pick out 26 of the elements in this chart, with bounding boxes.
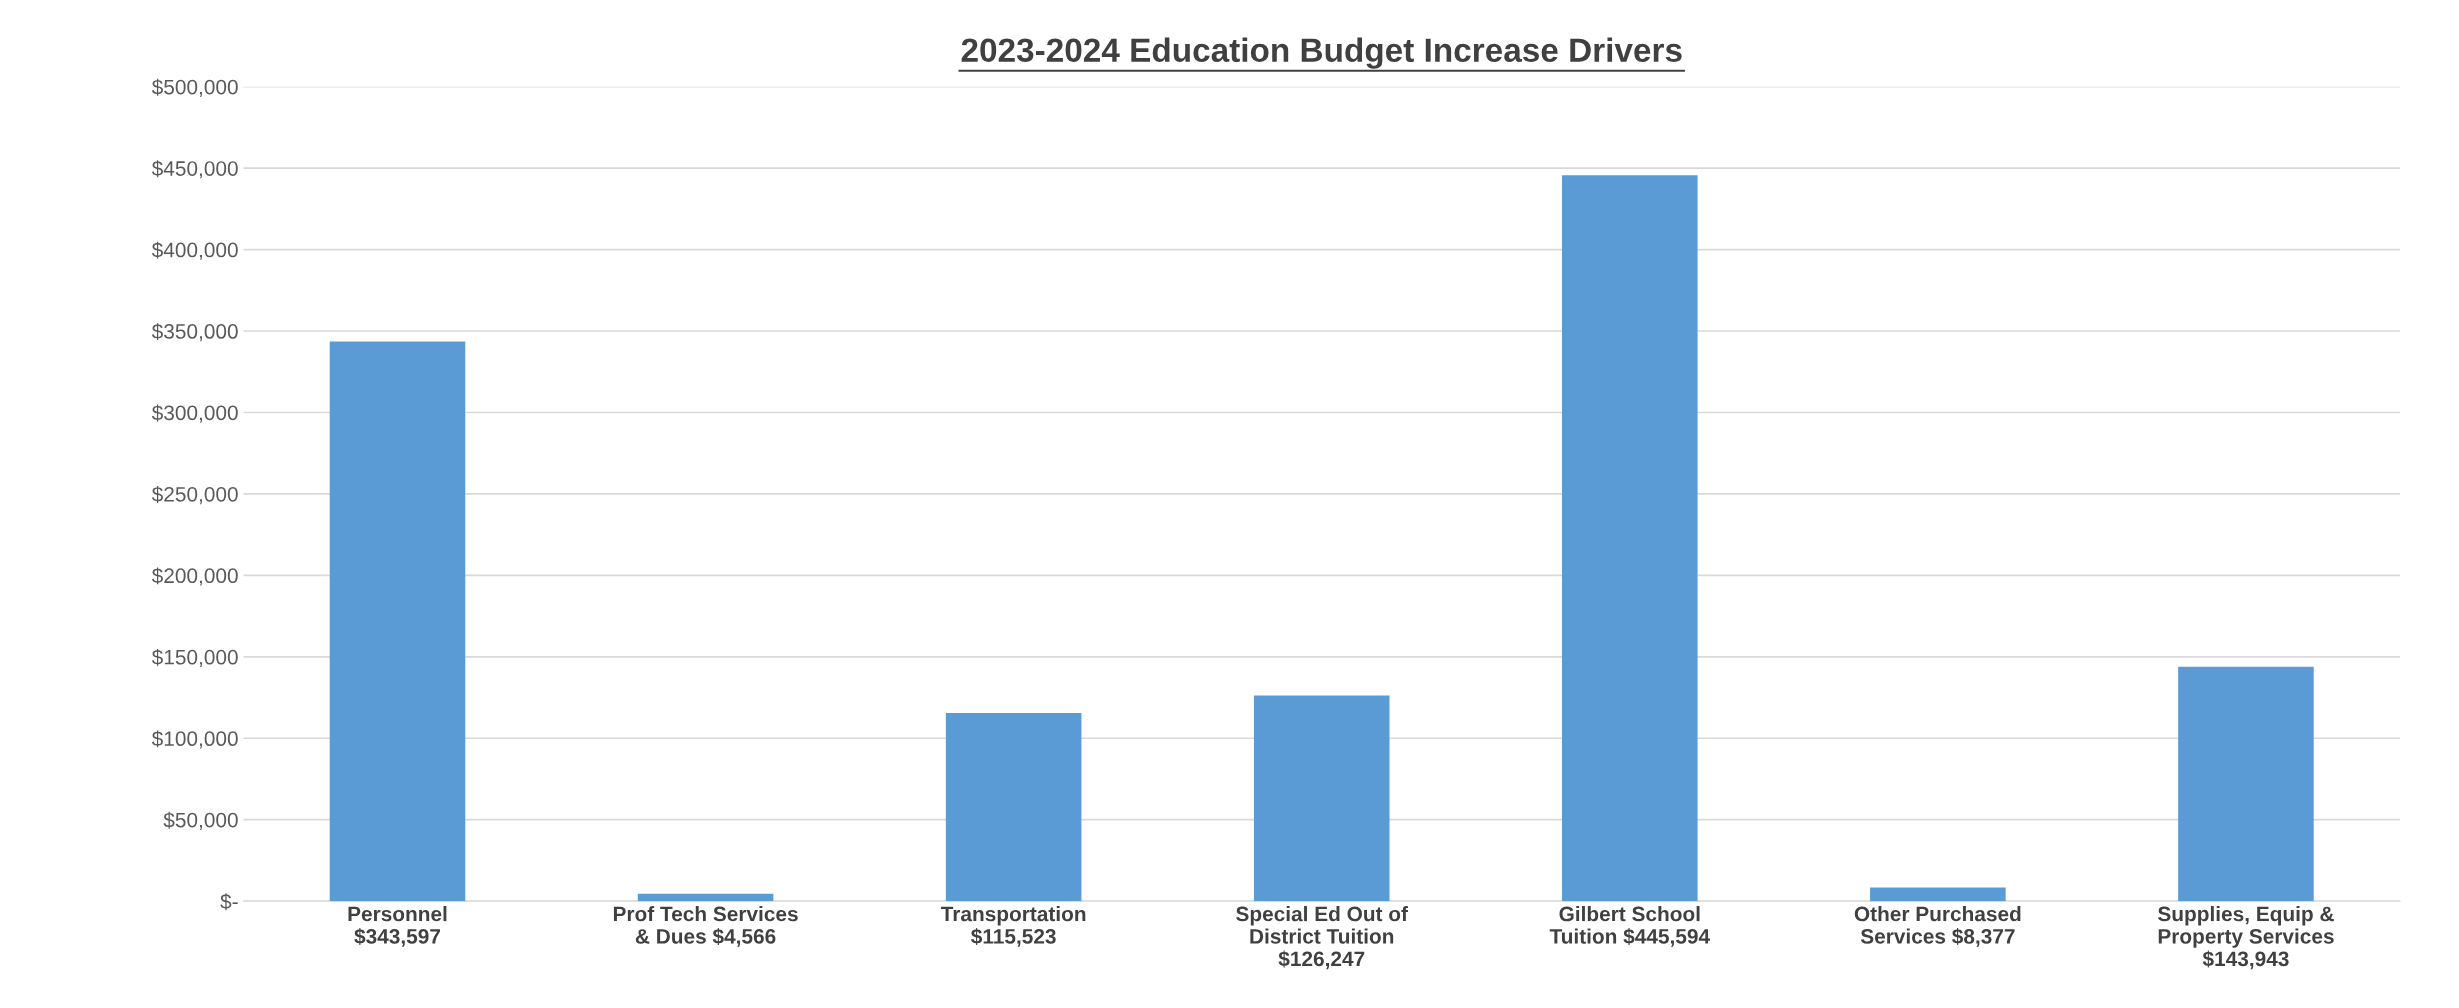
x-tick-label: Personnel $343,597 <box>348 906 447 947</box>
chart-title: 2023-2024 Education Budget Increase Drivers <box>961 37 1682 69</box>
bar <box>1253 695 1390 902</box>
y-tick-label: $250,000 <box>151 486 238 505</box>
y-tick-label: $400,000 <box>151 241 238 260</box>
x-tick-label: Transportation $115,523 <box>940 906 1086 947</box>
x-tick-label: Gilbert School Tuition $445,594 <box>1549 906 1710 947</box>
y-tick-label: $300,000 <box>151 404 238 423</box>
bar <box>945 712 1082 902</box>
bar <box>329 341 466 902</box>
y-tick-label: $350,000 <box>151 323 238 342</box>
bar <box>1870 887 2006 902</box>
y-tick-label: $150,000 <box>151 648 238 668</box>
y-tick-label: $100,000 <box>151 730 238 749</box>
bar <box>2178 666 2314 902</box>
x-tick-label: Other Purchased Services $8,377 <box>1854 906 2021 947</box>
x-tick-label: Supplies, Equip & Property Services $143,943 <box>2158 906 2334 970</box>
x-tick-label: Prof Tech Services & Dues $4,566 <box>613 906 798 947</box>
y-tick-label: $- <box>220 893 238 911</box>
bar <box>637 893 774 902</box>
y-tick-label: $500,000 <box>151 78 238 97</box>
y-tick-label: $200,000 <box>151 567 238 586</box>
x-tick-label: Special Ed Out of District Tuition $126,247 <box>1236 906 1408 970</box>
y-tick-label: $450,000 <box>151 160 238 179</box>
bar <box>1562 175 1698 902</box>
y-tick-label: $50,000 <box>163 811 238 830</box>
